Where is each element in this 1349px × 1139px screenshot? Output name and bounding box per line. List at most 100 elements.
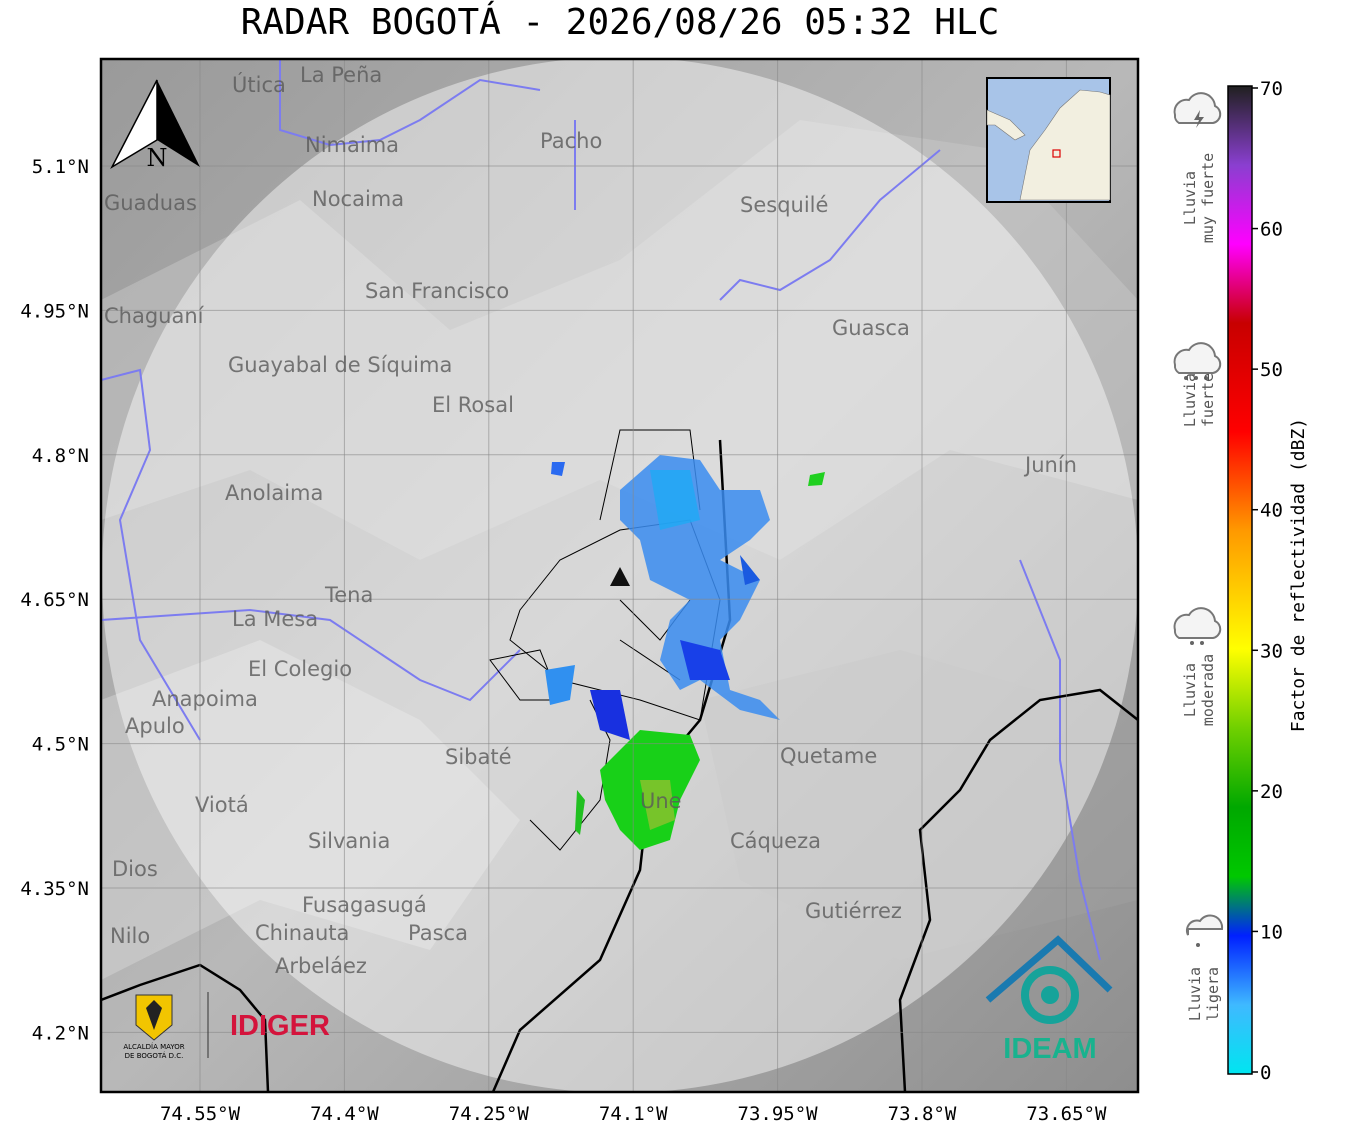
rain-drops (1184, 110, 1208, 947)
lat-tick-label: 4.5°N (32, 734, 89, 756)
lon-tick-label: 73.65°W (1026, 1103, 1107, 1125)
cloud-icon (1173, 92, 1222, 124)
drop (1184, 376, 1188, 380)
lon-tick-label: 73.95°W (738, 1103, 819, 1125)
lat-tick-label: 5.1°N (32, 156, 89, 178)
legend-label: Lluvia (1181, 171, 1199, 225)
echo (680, 640, 730, 680)
ideam-text: IDEAM (1003, 1033, 1096, 1065)
eagle (146, 1000, 162, 1030)
place-label: Sibaté (445, 745, 512, 769)
place-label: Junín (1023, 453, 1077, 477)
colorbar-tick-label: 30 (1260, 640, 1283, 662)
place-label: Guasca (832, 316, 910, 340)
cloud-icon (1173, 607, 1222, 639)
radar-site (610, 567, 630, 586)
map: La Peña Útica Nimaima Nocaima Guaduas Ch… (101, 59, 1138, 1092)
place-label: Sesquilé (740, 193, 828, 217)
north-label: N (147, 144, 168, 172)
roof (985, 935, 1113, 1003)
colorbar (1227, 85, 1253, 1075)
colorbar-tick-label: 10 (1260, 921, 1283, 943)
colorbar-label: Factor de reflectividad (dBZ) (1288, 418, 1309, 732)
cloud-icon (1173, 342, 1222, 374)
lat-tick-label: 4.8°N (32, 445, 89, 467)
place-label: Apulo (125, 714, 185, 738)
place-label: Anolaima (225, 481, 323, 505)
place-label: Nilo (110, 924, 150, 948)
drop (1194, 376, 1198, 380)
logo-text: DE BOGOTÁ D.C. (125, 1051, 184, 1060)
place-label: Cáqueza (730, 829, 821, 853)
place-label: Chaguaní (104, 304, 205, 328)
place-label: El Colegio (248, 657, 352, 681)
map-frame (99, 57, 1140, 1094)
drop (1200, 641, 1204, 645)
places: La Peña Útica Nimaima Nocaima Guaduas Ch… (104, 63, 1077, 978)
rivers (101, 60, 1101, 961)
place-label: Arbeláez (275, 954, 367, 978)
colorbar-tick-label: 20 (1260, 781, 1283, 803)
inset-area (1052, 149, 1061, 158)
lon-tick-label: 74.55°W (160, 1103, 241, 1125)
lat-tick-label: 4.65°N (20, 589, 89, 611)
legend-label: Lluvia (1181, 373, 1199, 427)
alcaldia-logo: ALCALDÍA MAYOR DE BOGOTÁ D.C. IDIGER (123, 992, 330, 1060)
relief (101, 640, 520, 980)
echo (740, 555, 760, 585)
place-label: San Francisco (365, 279, 509, 303)
place-label: Pacho (540, 129, 602, 153)
logo-text: ALCALDÍA MAYOR (123, 1042, 184, 1051)
place-label: Quetame (780, 744, 877, 768)
inset-map (986, 77, 1111, 203)
lat-tick-label: 4.35°N (20, 878, 89, 900)
place-label: Nimaima (305, 133, 399, 157)
colorbar-tick-label: 40 (1260, 500, 1283, 522)
place-label: Fusagasugá (302, 893, 427, 917)
place-label: Guayabal de Síquima (228, 353, 452, 377)
place-label: Nocaima (312, 187, 404, 211)
lightning (1194, 110, 1204, 128)
place-label: Anapoima (152, 687, 258, 711)
legend-label: muy fuerte (1199, 153, 1217, 243)
colorbar-tick-label: 70 (1260, 78, 1283, 100)
ideam-logo: IDEAM (985, 935, 1113, 1065)
echo (575, 790, 585, 835)
place-label: Une (640, 789, 682, 813)
swirl (1021, 966, 1079, 1024)
place-label: Guaduas (104, 191, 197, 215)
echo (808, 472, 825, 486)
place-label: Gutiérrez (805, 899, 902, 923)
place-label: La Mesa (232, 607, 318, 631)
legend-label: fuerte (1199, 373, 1217, 427)
lon-tick-label: 74.4°W (310, 1103, 379, 1125)
swirl-core (1041, 986, 1059, 1004)
echo (590, 690, 630, 740)
idiger-logo: IDIGER (230, 1010, 330, 1042)
radar-echoes (545, 455, 825, 850)
drop (1196, 943, 1200, 947)
lon-tick-label: 74.25°W (449, 1103, 530, 1125)
lat-tick-label: 4.2°N (32, 1022, 89, 1044)
legend-label: Lluvia (1186, 967, 1204, 1021)
legend-label: Lluvia (1181, 663, 1199, 717)
relief (700, 650, 1138, 960)
echo (545, 665, 575, 705)
place-label: Viotá (195, 793, 249, 817)
colorbar-tick-label: 60 (1260, 219, 1283, 241)
drop (1204, 376, 1208, 380)
place-label: El Rosal (432, 393, 514, 417)
axes: 5.1°N 4.95°N 4.8°N 4.65°N 4.5°N 4.35°N 4.2°N 74… (20, 156, 1107, 1125)
echo (551, 462, 565, 476)
graticule (101, 59, 1138, 1092)
colorbar-tick-label: 50 (1260, 359, 1283, 381)
title: RADAR BOGOTÁ - 2026/08/26 05:32 HLC (241, 1, 1000, 43)
cloud-icon (1185, 914, 1224, 936)
echo (640, 780, 675, 830)
drop (1190, 641, 1194, 645)
place-label: La Peña (300, 63, 382, 87)
legend-label: moderada (1199, 654, 1217, 726)
